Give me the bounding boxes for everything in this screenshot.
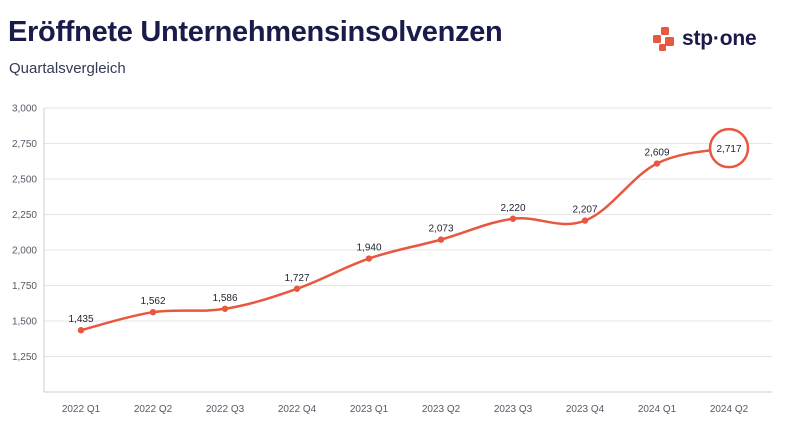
data-label: 1,586 [212,293,237,304]
data-point [509,215,517,222]
data-point [365,255,373,262]
x-tick-label: 2024 Q2 [710,404,749,415]
data-label: 2,220 [500,203,525,214]
x-tick-label: 2023 Q2 [422,404,461,415]
data-label: 2,073 [428,224,453,235]
data-point [581,217,589,224]
data-point [293,285,301,292]
y-tick-label: 1,250 [12,352,37,363]
y-tick-label: 2,750 [12,139,37,150]
data-label: 1,940 [356,243,381,254]
data-label: 2,609 [644,148,669,159]
data-point [437,236,445,243]
x-tick-label: 2022 Q4 [278,404,317,415]
data-point [221,305,229,312]
data-label: 1,435 [68,314,93,325]
data-point [149,308,157,316]
brand-logo: stp·one [652,26,757,52]
chart-title: Eröffnete Unternehmensinsolvenzen [8,16,503,48]
data-label: 2,717 [716,144,741,155]
data-label: 2,207 [572,205,597,216]
series-line [79,146,731,332]
stp-one-logo-icon [653,27,674,51]
y-tick-label: 2,500 [12,175,37,186]
y-tick-label: 2,250 [12,210,37,221]
x-tick-label: 2022 Q3 [206,404,245,415]
x-tick-label: 2022 Q2 [134,404,173,415]
y-tick-label: 1,750 [12,281,37,292]
highlight-circle [708,127,750,169]
data-label: 1,727 [284,273,309,284]
x-tick-label: 2023 Q3 [494,404,533,415]
chart-subtitle: Quartalsvergleich [9,60,126,77]
logo-text: stp·one [682,27,757,50]
x-tick-label: 2022 Q1 [62,404,101,415]
data-point [77,327,85,334]
data-point [653,160,661,167]
y-tick-label: 1,500 [12,317,37,328]
x-tick-label: 2023 Q1 [350,404,389,415]
x-tick-label: 2024 Q1 [638,404,677,415]
data-label: 1,562 [140,296,165,307]
y-tick-label: 2,000 [12,246,37,257]
y-tick-label: 3,000 [12,104,37,115]
x-tick-label: 2023 Q4 [566,404,605,415]
